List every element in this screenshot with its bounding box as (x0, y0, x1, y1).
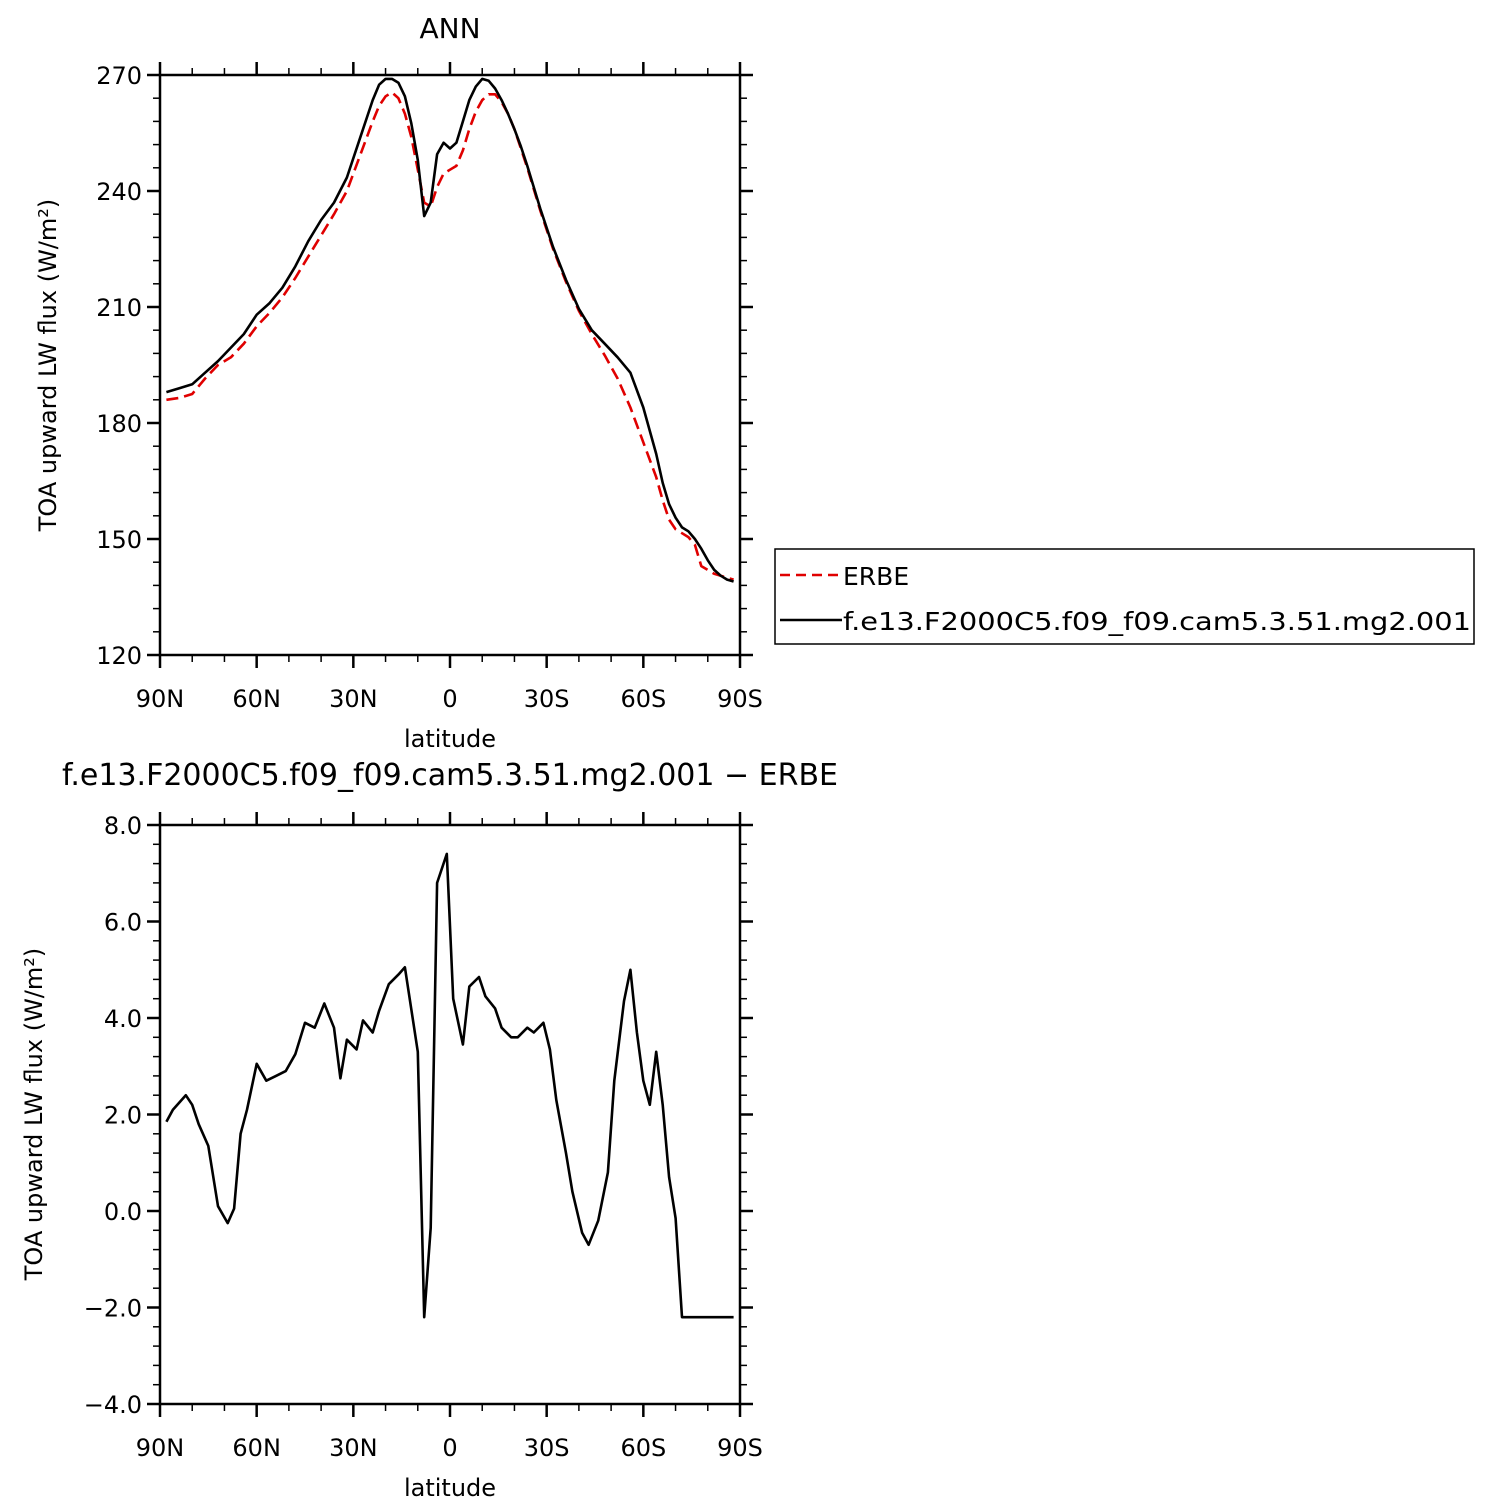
x-tick-label: 30S (524, 685, 570, 713)
legend: ERBE f.e13.F2000C5.f09_f09.cam5.3.51.mg2… (774, 548, 1475, 645)
bottom-x-axis-label: latitude (404, 1474, 496, 1502)
x-tick-label: 90N (136, 685, 185, 713)
x-tick-label: 30N (329, 685, 378, 713)
model-series-line (166, 77, 734, 583)
legend-box (774, 548, 1475, 645)
x-tick-label: 0 (442, 1434, 457, 1462)
y-tick-label: 180 (96, 410, 142, 438)
top-y-axis: 120 150 180 210 240 270 (96, 62, 753, 670)
y-tick-label: −4.0 (84, 1391, 142, 1419)
y-tick-label: 4.0 (104, 1005, 142, 1033)
x-tick-label: 60S (620, 1434, 666, 1462)
top-plot-frame (158, 73, 742, 657)
x-tick-label: 60N (232, 685, 281, 713)
legend-model-label: f.e13.F2000C5.f09_f09.cam5.3.51.mg2.001 (843, 607, 1471, 636)
y-tick-label: 0.0 (104, 1198, 142, 1226)
x-tick-label: 60S (620, 685, 666, 713)
y-tick-label: 240 (96, 178, 142, 206)
bottom-x-axis: 90N 60N 30N 0 30S 60S 90S (136, 812, 763, 1462)
bottom-y-axis: −4.0 −2.0 0.0 2.0 4.0 6.0 8.0 (84, 812, 753, 1419)
top-chart-title: ANN (419, 12, 480, 45)
x-tick-label: 0 (442, 685, 457, 713)
bottom-panel: f.e13.F2000C5.f09_f09.cam5.3.51.mg2.001 … (20, 758, 838, 1502)
x-tick-label: 90S (717, 1434, 763, 1462)
top-y-axis-label: TOA upward LW flux (W/m²) (34, 199, 62, 533)
y-tick-label: 2.0 (104, 1102, 142, 1130)
difference-series-line (165, 852, 734, 1319)
y-tick-label: 270 (96, 62, 142, 90)
x-tick-label: 30S (524, 1434, 570, 1462)
top-x-axis-label: latitude (404, 725, 496, 753)
y-tick-label: 150 (96, 526, 142, 554)
x-tick-label: 60N (232, 1434, 281, 1462)
x-tick-label: 30N (329, 1434, 378, 1462)
bottom-chart-title: f.e13.F2000C5.f09_f09.cam5.3.51.mg2.001 … (62, 758, 838, 793)
y-tick-label: 210 (96, 294, 142, 322)
y-tick-label: 6.0 (104, 909, 142, 937)
bottom-y-axis-label: TOA upward LW flux (W/m²) (20, 948, 48, 1282)
legend-erbe-label: ERBE (843, 562, 909, 591)
x-tick-label: 90S (717, 685, 763, 713)
x-tick-label: 90N (136, 1434, 185, 1462)
bottom-series-group (165, 852, 734, 1319)
y-tick-label: −2.0 (84, 1295, 142, 1323)
y-tick-label: 8.0 (104, 812, 142, 840)
top-x-axis: 90N 60N 30N 0 30S 60S 90S (136, 62, 763, 713)
erbe-series-line (166, 91, 734, 581)
top-series-group (166, 77, 734, 583)
y-tick-label: 120 (96, 642, 142, 670)
